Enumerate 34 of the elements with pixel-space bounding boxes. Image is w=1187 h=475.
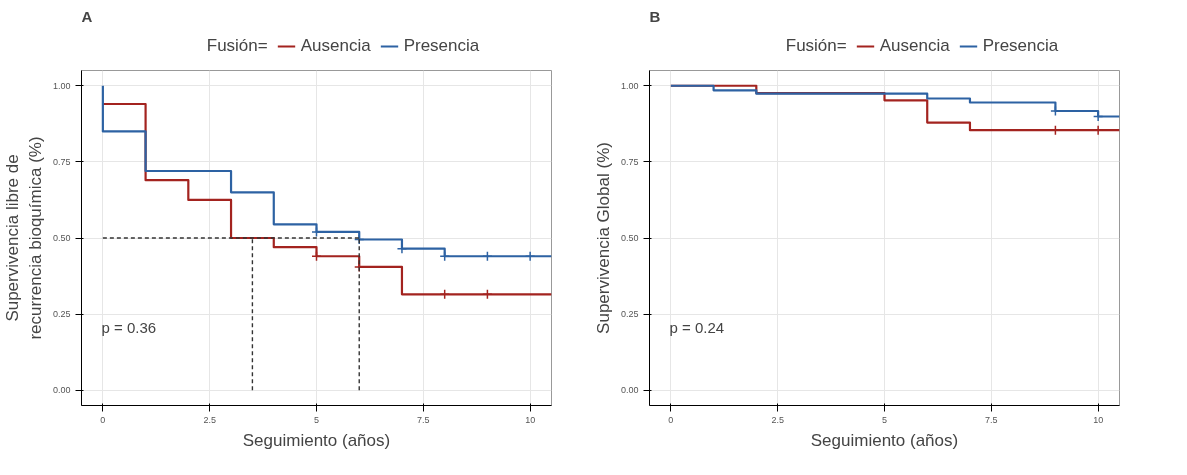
y-tick-label: 0.50 bbox=[620, 233, 639, 243]
x-tick-label: 7.5 bbox=[417, 414, 430, 425]
annotation: p = 0.24 bbox=[669, 318, 725, 336]
x-tick-label: 0 bbox=[100, 414, 106, 425]
x-tick-label: 10 bbox=[1093, 414, 1104, 425]
y-axis-title: Supervivencia Global (%) bbox=[593, 142, 613, 334]
y-tick-label: 0.00 bbox=[52, 385, 71, 396]
legend-label: Presencia bbox=[403, 35, 480, 56]
y-tick-label: 0.00 bbox=[620, 385, 639, 396]
x-tick-label: 7.5 bbox=[985, 414, 998, 425]
y-tick-label: 1.00 bbox=[620, 80, 639, 91]
y-tick-label: 0.75 bbox=[620, 156, 639, 167]
x-axis-title: Seguimiento (años) bbox=[810, 430, 959, 450]
legend-label: Ausencia bbox=[879, 35, 950, 56]
x-tick-label: 2.5 bbox=[203, 414, 216, 425]
chart-title: A bbox=[81, 7, 93, 25]
x-tick-label: 2.5 bbox=[771, 414, 784, 425]
y-tick-label: 0.75 bbox=[52, 156, 71, 167]
x-axis-title: Seguimiento (años) bbox=[242, 430, 391, 450]
y-axis-title: Supervivencia libre de recurrencia bioquímica (%) bbox=[3, 136, 45, 340]
annotation: p = 0.36 bbox=[101, 318, 157, 336]
x-tick-label: 0 bbox=[668, 414, 674, 425]
chart-title: B bbox=[649, 7, 661, 25]
y-tick-label: 1.00 bbox=[52, 80, 71, 91]
legend-title: Fusión= bbox=[785, 35, 847, 56]
y-tick-label: 0.50 bbox=[52, 233, 71, 243]
legend-label: Ausencia bbox=[300, 35, 371, 56]
x-tick-label: 5 bbox=[314, 414, 320, 425]
legend-title: Fusión= bbox=[206, 35, 268, 56]
x-tick-label: 5 bbox=[882, 414, 888, 425]
y-tick-label: 0.25 bbox=[52, 309, 71, 320]
y-tick-label: 0.25 bbox=[620, 309, 639, 320]
legend-label: Presencia bbox=[982, 35, 1059, 56]
x-tick-label: 10 bbox=[525, 414, 536, 425]
